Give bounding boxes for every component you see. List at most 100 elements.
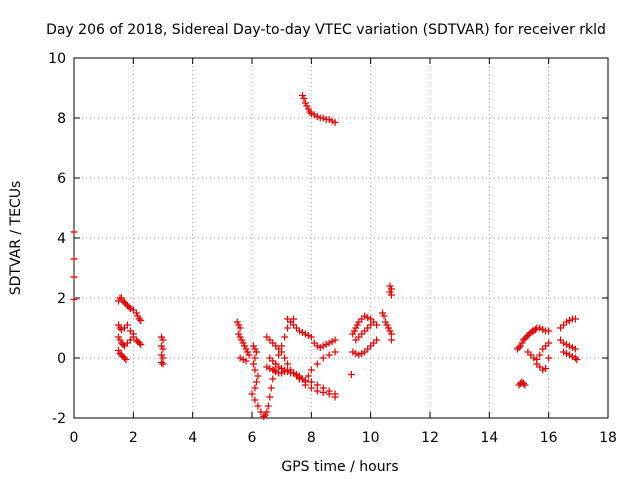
data-point	[347, 371, 355, 378]
y-tick-label: 10	[48, 51, 66, 67]
data-point	[284, 360, 292, 368]
data-point	[266, 354, 274, 362]
data-point	[325, 390, 333, 398]
data-point	[367, 315, 375, 323]
y-tick-label: 2	[57, 291, 66, 307]
data-point	[519, 380, 527, 387]
data-point	[123, 302, 131, 309]
data-point	[352, 324, 360, 332]
x-tick-label: 4	[188, 430, 197, 446]
data-point	[159, 354, 167, 362]
data-point	[514, 345, 522, 353]
data-point	[263, 408, 271, 416]
data-point	[269, 375, 277, 383]
x-tick-label: 18	[599, 430, 617, 446]
data-point	[159, 360, 167, 368]
data-point	[386, 327, 394, 335]
data-point	[263, 333, 271, 341]
data-point	[278, 348, 286, 356]
y-tick-label: 8	[57, 111, 66, 127]
data-point	[123, 339, 131, 347]
data-point	[367, 321, 375, 329]
data-point	[275, 363, 283, 371]
data-point	[249, 360, 257, 368]
data-point	[518, 339, 526, 347]
data-point	[116, 350, 124, 357]
data-point	[135, 339, 143, 347]
data-point	[244, 348, 252, 356]
data-point	[539, 366, 547, 374]
data-point	[361, 348, 369, 356]
data-point	[307, 378, 315, 386]
data-point	[331, 348, 339, 356]
data-point	[325, 351, 333, 359]
data-point	[117, 339, 125, 347]
data-point	[235, 330, 243, 338]
data-point	[159, 336, 167, 344]
data-point	[530, 354, 538, 362]
chart-grid	[74, 58, 608, 418]
data-point	[352, 336, 360, 344]
data-point	[325, 116, 333, 123]
data-point	[251, 345, 259, 353]
data-point	[129, 306, 137, 314]
data-point	[278, 342, 286, 350]
data-point	[380, 312, 388, 320]
data-point	[134, 312, 142, 320]
data-point	[319, 342, 327, 350]
data-point	[116, 336, 124, 344]
y-axis-label: SDTVAR / TECUs	[8, 181, 24, 296]
data-point	[120, 342, 128, 350]
data-point	[132, 336, 140, 344]
data-point	[522, 333, 530, 341]
data-point	[304, 372, 312, 380]
data-point	[236, 354, 244, 362]
data-point	[387, 336, 395, 344]
data-point	[328, 338, 336, 345]
data-points	[70, 92, 581, 420]
data-point	[158, 359, 166, 366]
data-point	[370, 318, 378, 326]
data-point	[331, 393, 339, 401]
data-point	[301, 381, 309, 389]
data-point	[281, 333, 289, 341]
data-point	[524, 348, 532, 356]
data-point	[358, 315, 366, 323]
data-point	[269, 357, 277, 365]
data-point	[571, 345, 579, 353]
data-point	[254, 402, 262, 410]
data-point	[252, 348, 260, 356]
data-point	[319, 389, 327, 396]
data-point	[122, 300, 130, 308]
data-point	[355, 318, 363, 326]
data-point	[251, 354, 259, 362]
data-point	[134, 338, 142, 345]
data-point	[290, 315, 298, 323]
data-point	[530, 327, 538, 335]
data-point	[536, 351, 544, 359]
data-point	[568, 344, 576, 351]
data-point	[287, 318, 295, 326]
data-point	[319, 354, 327, 362]
data-point	[298, 92, 306, 99]
data-point	[350, 327, 358, 335]
data-point	[328, 117, 336, 125]
data-point	[331, 336, 339, 344]
data-point	[272, 342, 280, 350]
data-point	[562, 318, 570, 326]
x-tick-label: 6	[248, 430, 257, 446]
data-point	[137, 341, 145, 348]
data-point	[158, 342, 166, 350]
data-point	[235, 321, 243, 329]
data-point	[233, 318, 241, 326]
data-point	[322, 341, 330, 348]
data-point	[382, 318, 389, 326]
data-point	[242, 345, 250, 353]
data-point	[545, 354, 553, 362]
data-point	[119, 297, 127, 305]
data-point	[384, 324, 392, 332]
data-point	[352, 350, 360, 357]
data-point	[290, 369, 298, 377]
data-point	[295, 375, 303, 383]
data-point	[313, 342, 321, 350]
